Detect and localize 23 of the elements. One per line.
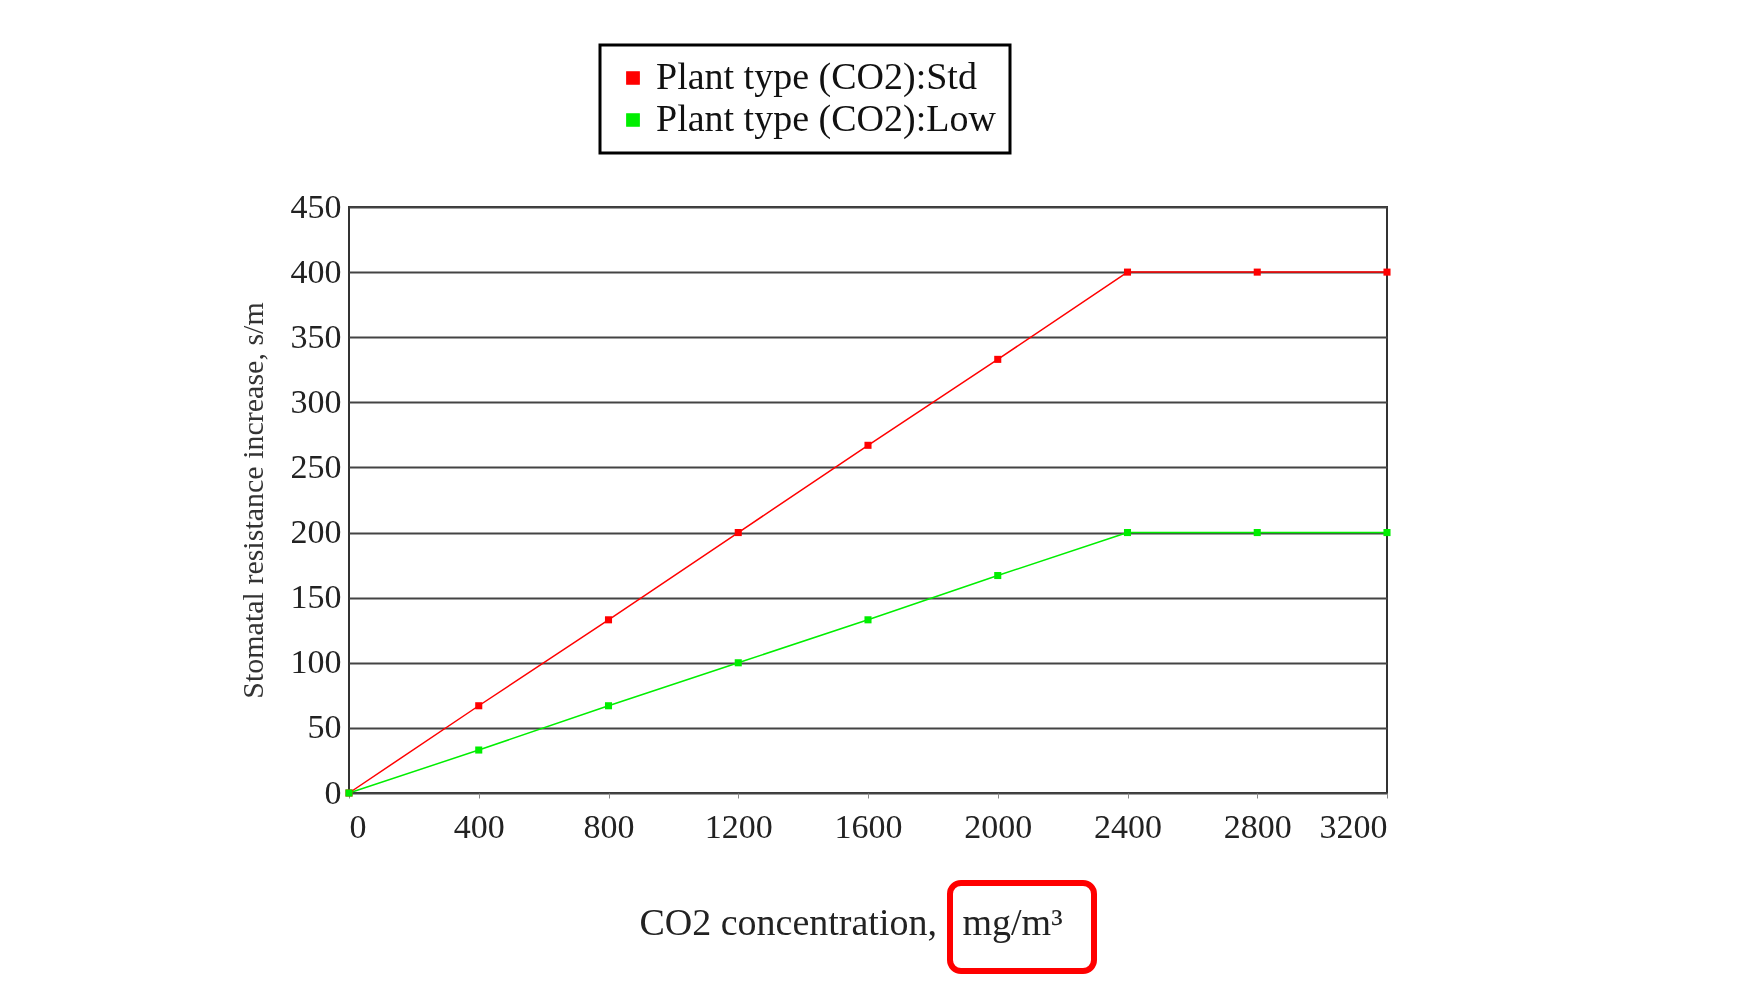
x-tick-label: 1600: [834, 807, 903, 845]
x-tick-label: 2000: [964, 807, 1033, 845]
x-tick-label: 2800: [1223, 807, 1292, 845]
y-tick-label: 400: [290, 252, 342, 290]
y-tick-label: 50: [307, 708, 342, 746]
y-tick-label: 0: [324, 773, 342, 811]
x-tick-label: 800: [583, 807, 635, 845]
y-tick-label: 250: [290, 447, 342, 485]
rounded-outline: mg/m³: [946, 880, 1097, 974]
legend-label: Plant type (CO2):Low: [656, 97, 997, 140]
x-tick-label: 0: [349, 807, 367, 845]
x-tick-label: 1200: [704, 807, 773, 845]
y-axis-title: Stomatal resistance increase, s/m: [235, 302, 269, 699]
y-tick-label: 450: [290, 187, 342, 225]
x-tick-label: 3200: [1319, 807, 1388, 845]
y-tick-label: 100: [290, 643, 342, 681]
x-tick-label: 400: [453, 807, 505, 845]
x-tick-label: 2400: [1094, 807, 1162, 845]
y-tick-label: 350: [290, 317, 342, 355]
y-tick-label: 200: [290, 513, 342, 551]
y-tick-label: 300: [290, 382, 342, 420]
y-tick-label: 150: [290, 578, 342, 616]
legend-label: Plant type (CO2):Std: [656, 55, 977, 98]
